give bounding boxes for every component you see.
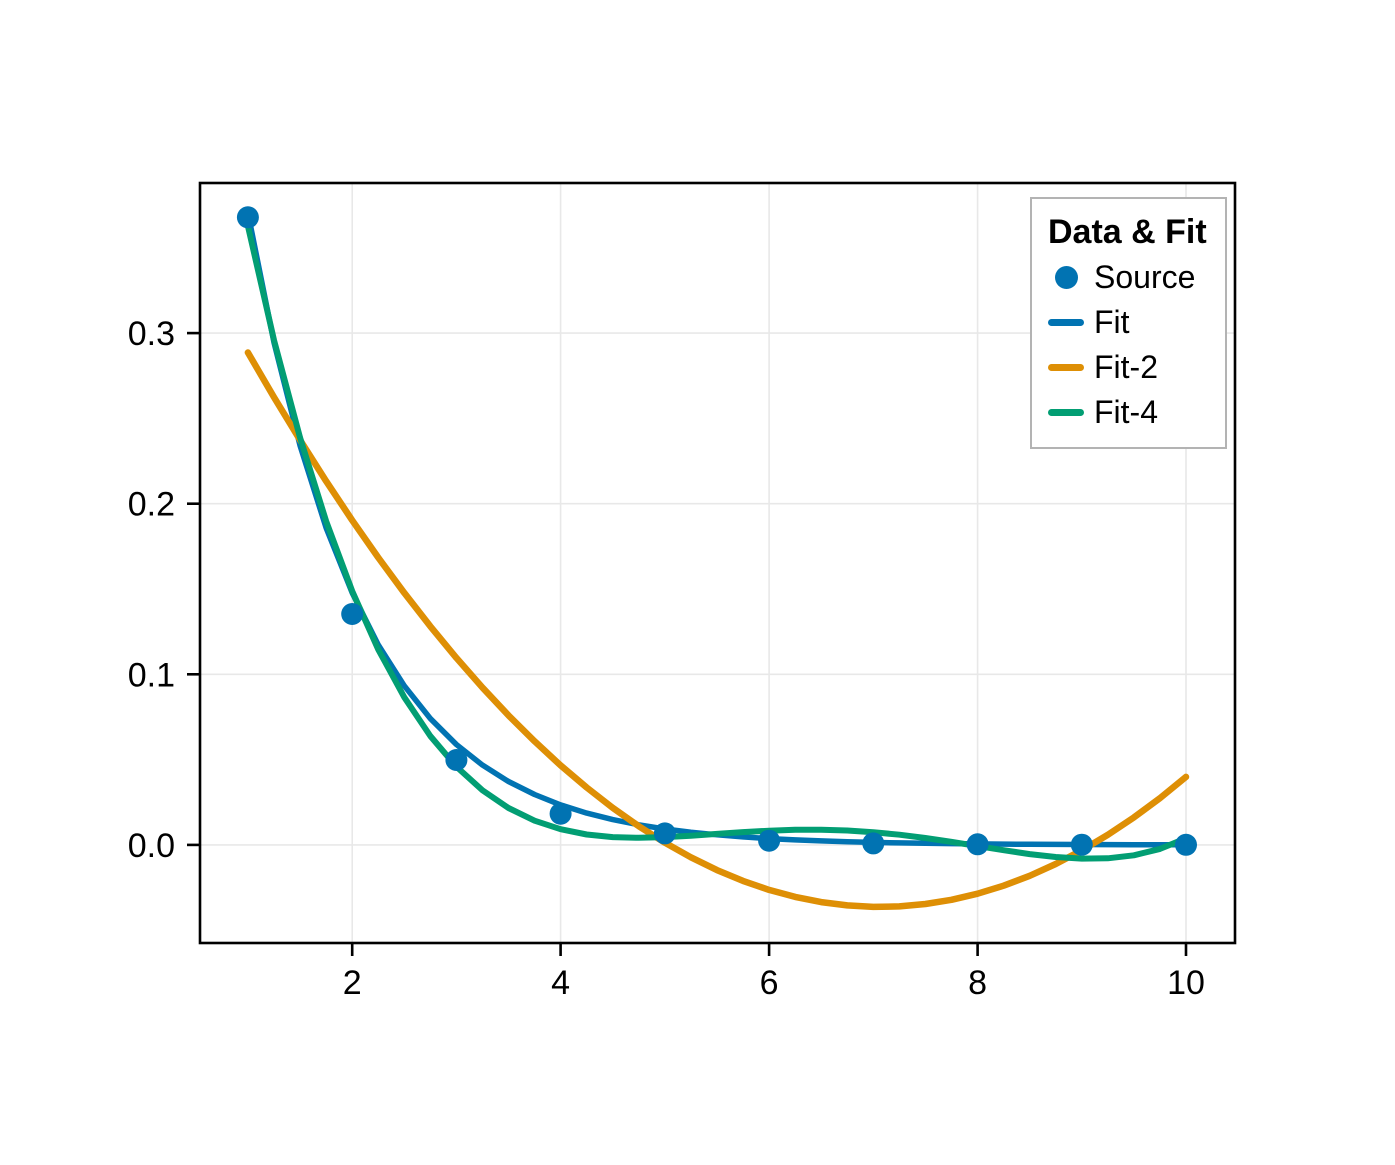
legend-entry-fit: Fit	[1048, 300, 1213, 345]
y-tick-label: 0.0	[128, 827, 175, 865]
legend-marker-source-icon	[1054, 266, 1078, 289]
legend-marker-fit-4-icon	[1048, 409, 1084, 416]
x-tick-label: 8	[968, 964, 987, 1002]
data-point	[862, 832, 885, 855]
legend-entry-fit-2: Fit-2	[1048, 345, 1213, 390]
data-point	[758, 829, 781, 852]
data-point	[653, 822, 676, 845]
series-source	[236, 206, 1197, 856]
data-point	[549, 802, 572, 825]
x-tick-label: 4	[551, 964, 570, 1002]
x-tick-label: 6	[760, 964, 779, 1002]
data-point	[341, 603, 364, 625]
x-tick-label: 2	[343, 964, 362, 1002]
legend-title: Data & Fit	[1048, 213, 1207, 251]
x-axis-ticks: 2 4 6 8 10	[343, 943, 1205, 1002]
y-tick-label: 0.2	[128, 486, 175, 524]
y-axis-ticks: 0.0 0.1 0.2 0.3	[128, 315, 200, 865]
plot-frame	[198, 181, 1237, 945]
legend-marker-fit-2-icon	[1048, 364, 1084, 371]
legend-entry-source: Source	[1048, 255, 1213, 300]
x-tick-label: 10	[1167, 964, 1205, 1002]
data-point	[966, 833, 989, 856]
legend-label-fit-2: Fit-2	[1094, 349, 1158, 385]
y-tick-label: 0.1	[128, 656, 175, 694]
legend: Data & Fit Source Fit Fit-2 Fit-4	[1030, 197, 1227, 449]
y-tick-label: 0.3	[128, 315, 175, 353]
data-point	[1175, 833, 1197, 856]
data-point	[1070, 833, 1093, 856]
data-point	[236, 206, 259, 229]
legend-label-fit: Fit	[1094, 304, 1130, 340]
series-fit-4	[244, 223, 1189, 862]
series-fit-2	[244, 349, 1190, 911]
data-point	[445, 749, 468, 771]
legend-marker-fit-icon	[1048, 319, 1084, 326]
legend-label-fit-4: Fit-4	[1094, 394, 1158, 430]
legend-entry-fit-4: Fit-4	[1048, 390, 1213, 435]
legend-label-source: Source	[1094, 259, 1196, 295]
